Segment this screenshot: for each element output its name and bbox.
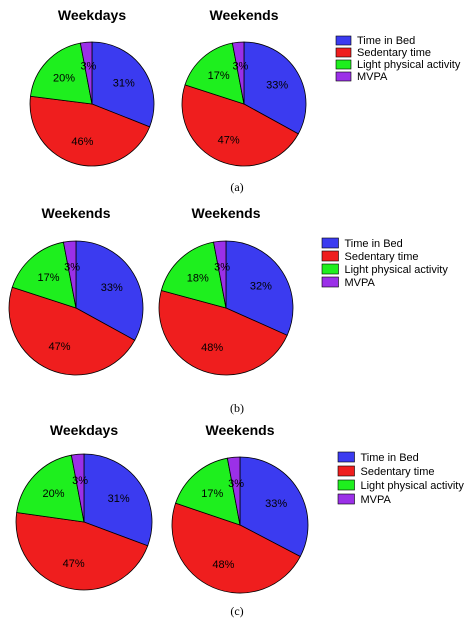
pie-slice-label: 20% xyxy=(53,73,75,85)
pie-3-2: Weekends 33% 48% 17% 3% xyxy=(171,422,309,594)
pie-slice-sedentary-time xyxy=(8,286,136,376)
pie-slice-time-in-bed xyxy=(91,41,155,128)
pie-slice-sedentary-time xyxy=(15,512,149,591)
pie-slice-light-physical-activity xyxy=(160,241,227,309)
legend-label: MVPA xyxy=(345,277,376,289)
pie-slice-mvpa xyxy=(70,453,85,523)
legend-label: Light physical activity xyxy=(361,480,465,492)
pie-slice-mvpa xyxy=(231,41,245,105)
legend-swatch-mvpa xyxy=(337,493,355,505)
pie-slice-time-in-bed xyxy=(243,41,307,135)
legend-swatch-sedentary-time xyxy=(337,465,355,477)
legend-label: Time in Bed xyxy=(361,452,419,464)
legend-swatch-sedentary-time xyxy=(321,250,339,262)
pie-slice-label: 33% xyxy=(101,282,123,294)
pie-slice-label: 33% xyxy=(265,498,287,510)
pie-slice-sedentary-time xyxy=(171,502,301,594)
legend-label: MVPA xyxy=(361,494,392,506)
pie-slice-label: 48% xyxy=(201,342,223,354)
legend-label: Time in Bed xyxy=(345,238,403,250)
pie-slice-label: 47% xyxy=(218,134,240,146)
pie-slice-label: 17% xyxy=(37,272,59,284)
pie-slice-label: 47% xyxy=(48,341,70,353)
pie-slice-light-physical-activity xyxy=(175,457,241,526)
pie-slice-time-in-bed xyxy=(239,456,309,558)
pie-title: Weekends xyxy=(206,422,275,438)
pie-slice-mvpa xyxy=(213,240,227,309)
panel-2: Weekends 33% 47% 17% 3% Weekends 32% 48% 18% 3% Ti… xyxy=(8,205,449,415)
pie-slice-label: 18% xyxy=(187,273,209,285)
pie-1-2: Weekends 33% 47% 17%3% xyxy=(181,7,307,167)
legend-swatch-light-physical-activity xyxy=(337,479,355,491)
pie-slice-sedentary-time xyxy=(181,84,299,167)
legend-swatch-mvpa xyxy=(335,71,352,82)
pie-slice-label: 32% xyxy=(250,280,272,292)
pie-title: Weekends xyxy=(210,7,279,23)
pie-slice-label: 46% xyxy=(71,136,93,148)
panel-caption: (c) xyxy=(230,604,243,618)
pie-slice-time-in-bed xyxy=(83,453,153,547)
legend-swatch-light-physical-activity xyxy=(321,263,339,275)
legend-label: Light physical activity xyxy=(357,59,461,71)
panel-caption: (a) xyxy=(230,180,243,194)
pie-slice-light-physical-activity xyxy=(184,42,245,105)
pie-title: Weekdays xyxy=(50,422,118,438)
pie-3-1: Weekdays 31% 47% 20% 3% xyxy=(15,422,153,591)
pie-slice-label: 3% xyxy=(228,478,244,490)
pie-slice-sedentary-time xyxy=(29,95,151,167)
pie-title: Weekdays xyxy=(58,7,126,23)
legend-swatch-time-in-bed xyxy=(337,451,355,463)
pie-slice-label: 3% xyxy=(72,475,88,487)
pie-slice-mvpa xyxy=(79,41,93,105)
legend-swatch-time-in-bed xyxy=(335,35,352,46)
pie-1-1: Weekdays 31% 46% 20% 3% xyxy=(29,7,155,167)
legend-label: MVPA xyxy=(357,71,388,83)
legend-swatch-light-physical-activity xyxy=(335,59,352,70)
pie-slice-mvpa xyxy=(62,240,77,309)
legend-swatch-mvpa xyxy=(321,276,339,288)
panel-3: Weekdays 31% 47% 20% 3% Weekends 33% 48% 17% 3% Ti… xyxy=(15,422,465,618)
pie-slice-label: 48% xyxy=(212,559,234,571)
legend-label: Time in Bed xyxy=(357,35,415,47)
pie-slice-label: 3% xyxy=(232,61,248,73)
pie-title: Weekends xyxy=(42,205,111,221)
pie-slice-label: 17% xyxy=(201,488,223,500)
pie-title: Weekends xyxy=(192,205,261,221)
legend-swatch-time-in-bed xyxy=(321,237,339,249)
pie-slice-label: 31% xyxy=(113,77,135,89)
pie-slice-label: 17% xyxy=(208,70,230,82)
pie-2-1: Weekends 33% 47% 17% 3% xyxy=(8,205,144,376)
pie-slice-label: 3% xyxy=(214,262,230,274)
pie-slice-mvpa xyxy=(226,456,241,526)
pie-slice-label: 3% xyxy=(80,61,96,73)
legend-label: Light physical activity xyxy=(345,264,449,276)
legend-label: Sedentary time xyxy=(345,251,419,263)
pie-slice-label: 47% xyxy=(63,558,85,570)
pie-slice-label: 3% xyxy=(64,262,80,274)
pie-slice-label: 33% xyxy=(266,79,288,91)
pie-slice-label: 31% xyxy=(108,493,130,505)
panel-1: Weekdays31%46%20%3%Weekends33%47%17%3%Ti… xyxy=(29,7,461,194)
pie-2-2: Weekends 32% 48% 18% 3% xyxy=(158,205,294,376)
legend-swatch-sedentary-time xyxy=(335,47,352,58)
pie-slice-sedentary-time xyxy=(158,289,288,376)
pie-slice-light-physical-activity xyxy=(11,241,77,309)
panel-caption: (b) xyxy=(230,401,244,415)
pie-slice-time-in-bed xyxy=(75,240,144,341)
legend: Time in Bed Sedentary time Light physical … xyxy=(337,451,465,506)
pie-slice-light-physical-activity xyxy=(30,42,93,105)
pie-slice-label: 20% xyxy=(42,488,64,500)
legend-label: Sedentary time xyxy=(361,466,435,478)
pie-slice-light-physical-activity xyxy=(16,454,85,523)
legend-label: Sedentary time xyxy=(357,47,431,59)
pie-slice-time-in-bed xyxy=(225,240,294,336)
